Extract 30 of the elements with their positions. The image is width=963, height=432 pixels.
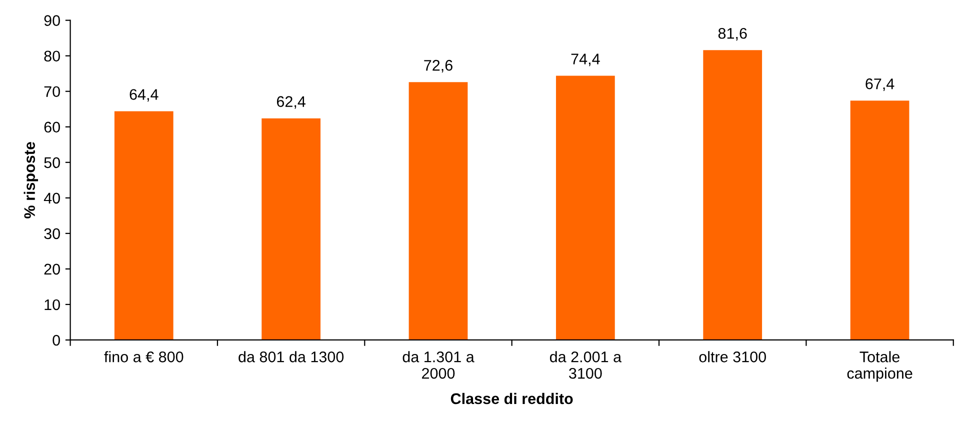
data-label: 64,4	[130, 89, 158, 102]
x-tick-label: fino a € 800	[104, 351, 184, 362]
data-label: 62,4	[276, 96, 306, 109]
x-tick-label: da 2.001 a 3100	[550, 351, 622, 379]
data-label: 72,6	[424, 60, 452, 73]
y-tick-label: 70	[44, 86, 60, 98]
bar	[556, 76, 615, 340]
y-tick-label: 60	[44, 122, 60, 133]
y-axis-title: % risposte	[24, 142, 38, 218]
y-tick-label: 10	[44, 299, 60, 310]
data-label: 74,4	[571, 54, 600, 66]
y-tick-label: 90	[44, 15, 60, 26]
y-tick-label: 0	[52, 334, 60, 346]
x-tick-label: oltre 3100	[699, 351, 766, 362]
y-tick-label: 30	[44, 228, 60, 240]
bar	[850, 100, 910, 340]
bar	[703, 50, 762, 340]
y-tick-label: 40	[44, 192, 60, 204]
y-tick-label: 20	[44, 264, 60, 275]
data-label: 67,4	[866, 78, 894, 92]
x-axis-title: Classe di reddito	[450, 392, 573, 404]
x-tick-label: da 801 da 1300	[238, 351, 344, 362]
data-label: 81,6	[718, 28, 747, 41]
y-tick-label: 50	[44, 157, 60, 168]
bar	[114, 111, 174, 340]
bar	[408, 82, 468, 340]
bar	[262, 118, 320, 340]
x-tick-label: Totale campione	[847, 351, 912, 382]
y-tick-label: 80	[44, 50, 60, 62]
x-tick-label: da 1.301 a 2000	[402, 351, 474, 379]
